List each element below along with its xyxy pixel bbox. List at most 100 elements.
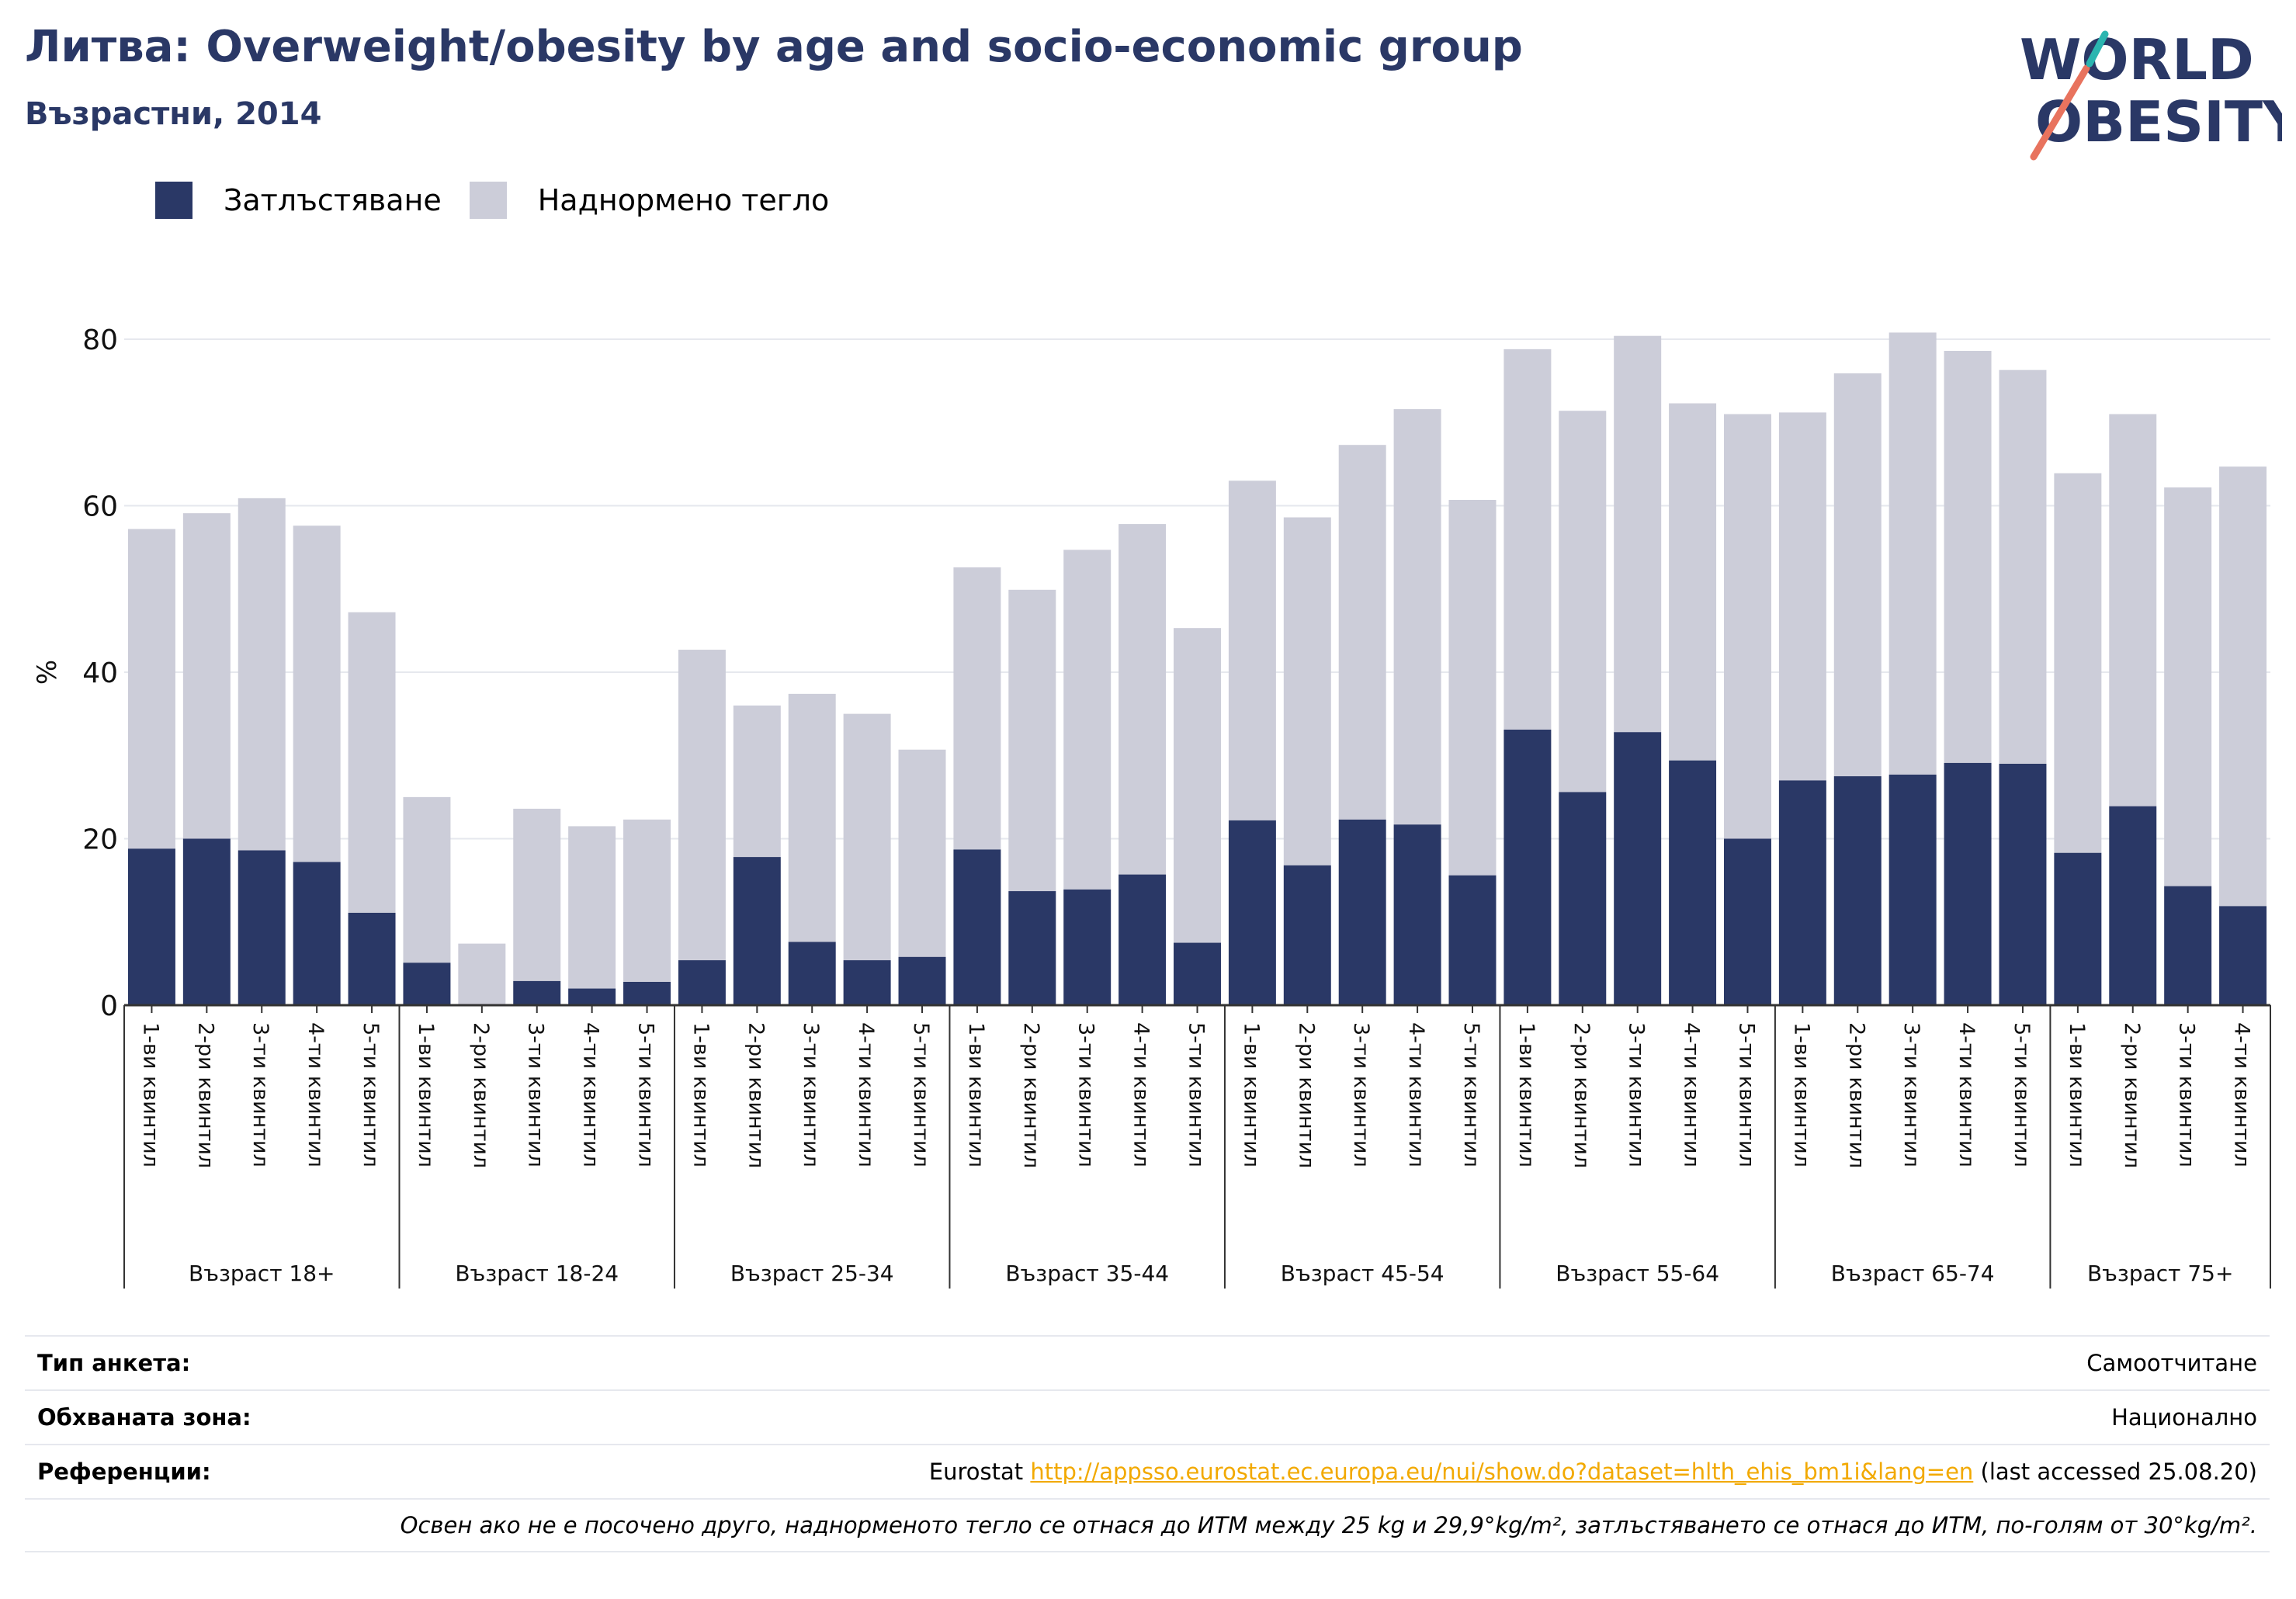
bar-overweight — [623, 819, 671, 982]
bar-overweight — [1283, 517, 1331, 865]
legend-item-obesity: Затлъстяване — [155, 182, 442, 219]
bar-overweight — [238, 498, 286, 851]
bar-obesity — [127, 848, 175, 1005]
bar-obesity — [513, 980, 561, 1005]
legend-item-overweight: Наднормено тегло — [469, 182, 830, 219]
x-tick-label: 4-ти квинтил — [2230, 1022, 2254, 1167]
bar-overweight — [1944, 351, 1992, 763]
bar-overweight — [568, 826, 616, 989]
footer-table: Тип анкета: Самоотчитане Обхваната зона:… — [25, 1335, 2270, 1552]
reference-accessed: (last accessed 25.08.20) — [1973, 1459, 2258, 1485]
x-tick-label: 3-ти квинтил — [799, 1022, 823, 1167]
bar-overweight — [678, 650, 726, 961]
reference-link[interactable]: http://appsso.eurostat.ec.europa.eu/nui/… — [1030, 1459, 1974, 1485]
group-label: Възраст 18+ — [189, 1261, 335, 1286]
bar-overweight — [733, 705, 781, 858]
stacked-bar-chart: 0 20 40 60 80% 1-ви квинтил 2-ри квинтил 3-ти к… — [32, 324, 2271, 1289]
bar-obesity — [2054, 852, 2102, 1005]
bar-overweight — [348, 612, 396, 913]
chart-subtitle: Възрастни, 2014 — [25, 96, 322, 132]
x-tick-label: 1-ви квинтил — [1239, 1022, 1263, 1167]
bar-overweight — [513, 808, 561, 981]
x-tick-label: 2-ри квинтил — [1294, 1022, 1318, 1168]
y-tick-label: 0 — [100, 990, 118, 1022]
x-tick-label: 5-ти квинтил — [1459, 1022, 1483, 1167]
footer-row-references: Референции: Eurostat http://appsso.euros… — [25, 1444, 2270, 1498]
legend: Затлъстяване Наднормено тегло — [155, 179, 857, 222]
bar-overweight — [1999, 369, 2047, 764]
bar-obesity — [678, 960, 726, 1005]
bar-obesity — [182, 838, 231, 1005]
bar-obesity — [1503, 730, 1552, 1005]
bar-obesity — [1559, 792, 1607, 1005]
chart-title: Литва: Overweight/obesity by age and soc… — [25, 22, 1523, 72]
bar-obesity — [1393, 824, 1441, 1005]
bar-overweight — [1448, 499, 1497, 876]
bar-obesity — [733, 857, 781, 1005]
bar-obesity — [953, 849, 1001, 1005]
x-tick-label: 2-ри квинтил — [1569, 1022, 1594, 1168]
y-tick-label: 60 — [82, 491, 118, 523]
bar-obesity — [238, 850, 286, 1005]
x-tick-label: 2-ри квинтил — [2120, 1022, 2144, 1168]
bar-obesity — [293, 862, 341, 1005]
bar-overweight — [2109, 414, 2157, 806]
x-tick-label: 4-ти квинтил — [1680, 1022, 1704, 1167]
bar-overweight — [1174, 628, 1221, 943]
group-label: Възраст 18-24 — [455, 1261, 619, 1286]
bar-overweight — [1119, 524, 1167, 875]
bar-overweight — [458, 943, 506, 1005]
x-tick-label: 4-ти квинтил — [1129, 1022, 1153, 1167]
legend-swatch-obesity — [155, 182, 192, 219]
bar-obesity — [1888, 774, 1937, 1005]
x-tick-label: 1-ви квинтил — [688, 1022, 713, 1167]
bar-obesity — [1614, 732, 1662, 1005]
x-tick-label: 5-ти квинтил — [359, 1022, 383, 1167]
bar-obesity — [1063, 889, 1112, 1005]
bar-obesity — [1174, 942, 1221, 1005]
survey-type-label: Тип анкета: — [37, 1350, 191, 1376]
bar-overweight — [788, 693, 836, 942]
bar-obesity — [403, 963, 451, 1005]
logo-line2: OBESITY — [2035, 89, 2282, 154]
bar-obesity — [1833, 776, 1882, 1005]
bar-overweight — [1888, 332, 1937, 775]
group-label: Възраст 65-74 — [1831, 1261, 1995, 1286]
bar-obesity — [1283, 865, 1331, 1005]
bar-obesity — [623, 981, 671, 1005]
group-label: Възраст 55-64 — [1556, 1261, 1719, 1286]
bar-overweight — [1228, 480, 1276, 820]
y-tick-label: 20 — [82, 824, 118, 856]
group-label: Възраст 75+ — [2087, 1261, 2234, 1286]
x-tick-label: 3-ти квинтил — [2175, 1022, 2199, 1167]
bar-obesity — [788, 942, 836, 1005]
x-tick-label: 4-ти квинтил — [579, 1022, 603, 1167]
x-tick-label: 2-ри квинтил — [744, 1022, 768, 1168]
bar-obesity — [1999, 763, 2047, 1005]
bar-obesity — [1228, 820, 1276, 1005]
coverage-area-label: Обхваната зона: — [37, 1404, 251, 1431]
bar-obesity — [1723, 838, 1771, 1005]
bar-overweight — [2164, 487, 2212, 886]
bar-overweight — [898, 749, 946, 957]
bar-obesity — [1944, 762, 1992, 1005]
x-tick-label: 1-ви квинтил — [2065, 1022, 2089, 1167]
footer-row-survey: Тип анкета: Самоотчитане — [25, 1335, 2270, 1389]
coverage-area-value: Национално — [2111, 1404, 2257, 1431]
references-value: Eurostat http://appsso.eurostat.ec.europ… — [929, 1459, 2257, 1485]
bar-overweight — [293, 525, 341, 862]
x-tick-label: 3-ти квинтил — [1625, 1022, 1649, 1167]
bar-overweight — [1338, 445, 1386, 820]
legend-swatch-overweight — [469, 182, 507, 219]
legend-label-overweight: Наднормено тегло — [537, 183, 830, 217]
group-label: Възраст 25-34 — [730, 1261, 894, 1286]
bar-overweight — [1669, 403, 1717, 761]
bar-obesity — [1119, 874, 1167, 1005]
bar-obesity — [1448, 875, 1497, 1005]
bar-overweight — [182, 513, 231, 839]
y-tick-label: 80 — [82, 324, 118, 356]
bar-overweight — [1503, 349, 1552, 730]
bar-overweight — [1778, 412, 1826, 781]
x-tick-label: 3-ти квинтил — [1074, 1022, 1098, 1167]
bar-obesity — [1669, 760, 1717, 1005]
